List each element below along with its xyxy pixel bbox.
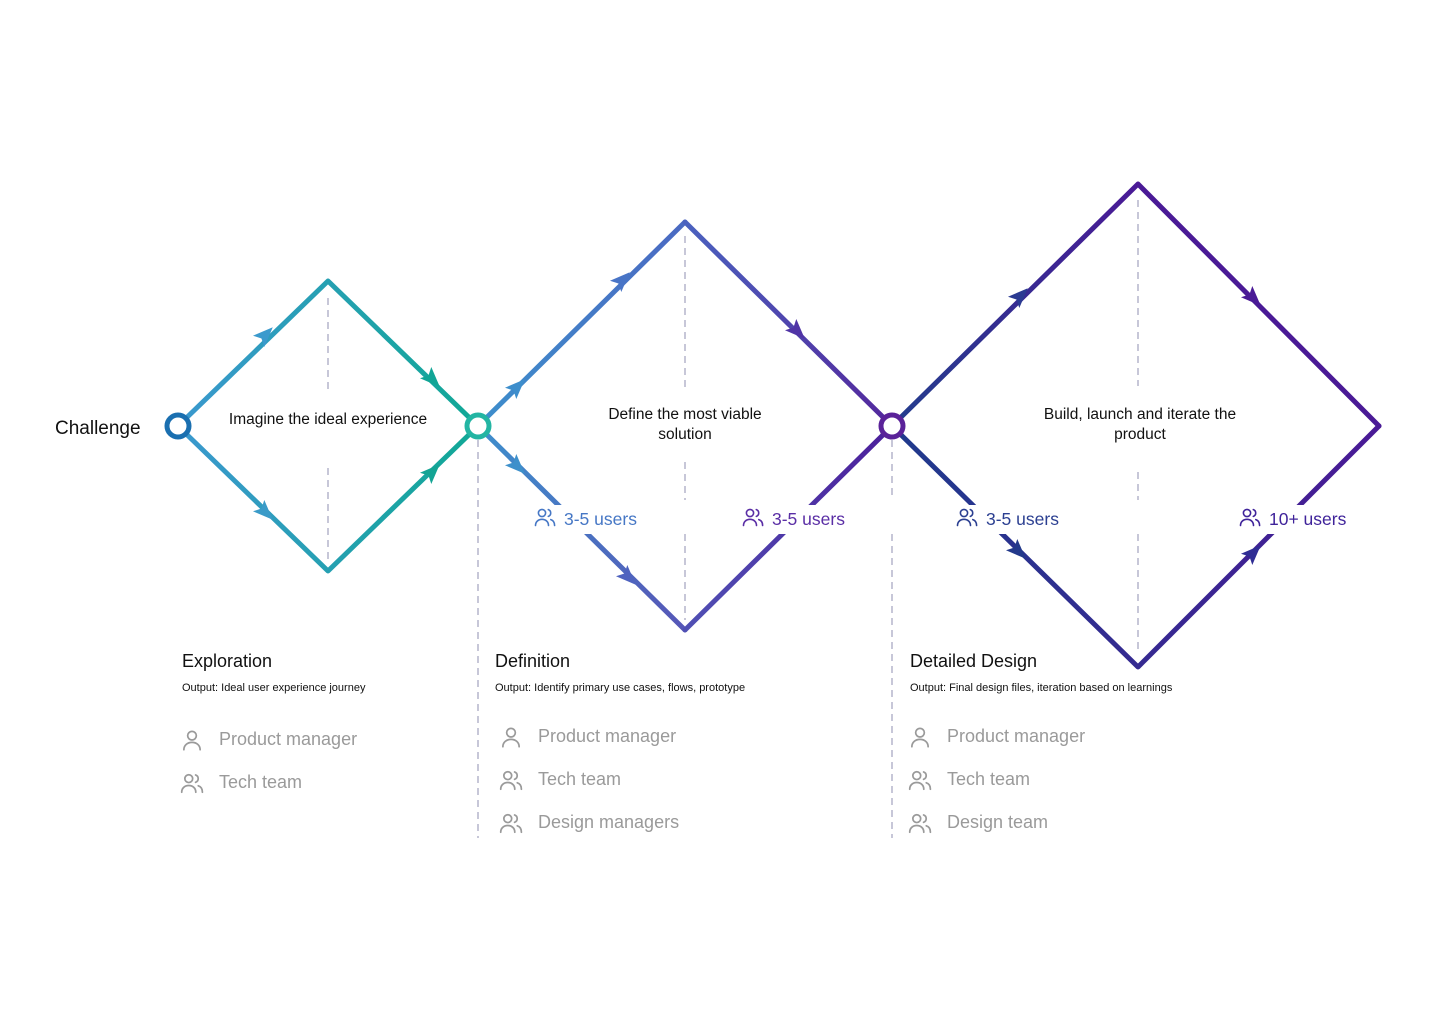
arrow-icon: [615, 564, 636, 585]
role-item: Tech team: [498, 758, 745, 801]
group-icon: [498, 767, 524, 793]
arrow-icon: [504, 453, 525, 474]
start-node: [164, 412, 192, 440]
arrow-icon: [1240, 545, 1261, 566]
phase-output: Output: Final design files, iteration ba…: [910, 682, 1173, 694]
role-item: Product manager: [907, 715, 1172, 758]
diamond-label-detailed-design: Build, launch and iterate the product: [1043, 406, 1237, 443]
role-item: Tech team: [907, 758, 1172, 801]
role-item: Tech team: [179, 761, 365, 804]
users-badge: 10+ users: [1234, 505, 1351, 534]
phase-title: Definition: [495, 651, 571, 671]
group-icon: [907, 767, 933, 793]
arrow-icon: [1007, 288, 1028, 309]
diamond-label-exploration: Imagine the ideal experience: [228, 411, 428, 428]
arrow-icon: [252, 499, 273, 520]
phase-title: Exploration: [182, 651, 273, 671]
flow-arrows: [252, 272, 1261, 585]
arrow-icon: [1240, 285, 1261, 306]
users-badge: 3-5 users: [529, 505, 641, 534]
challenge-label: Challenge: [55, 418, 141, 439]
users-badge: 3-5 users: [737, 505, 849, 534]
arrow-icon: [609, 272, 630, 293]
group-icon: [179, 770, 205, 796]
person-icon: [498, 724, 524, 750]
role-item: Design managers: [498, 801, 745, 844]
role-item: Product manager: [498, 715, 745, 758]
group-icon: [1238, 505, 1262, 534]
role-item: Design team: [907, 801, 1172, 844]
arrow-icon: [1005, 538, 1026, 559]
phase-output: Output: Ideal user experience journey: [182, 682, 366, 694]
phase-exploration: Exploration Output: Ideal user experienc…: [179, 651, 366, 804]
users-badge: 3-5 users: [951, 505, 1063, 534]
dashed-guides: [327, 200, 1139, 838]
group-icon: [498, 810, 524, 836]
arrow-icon: [419, 464, 440, 485]
group-icon: [955, 505, 979, 534]
group-icon: [533, 505, 557, 534]
person-icon: [907, 724, 933, 750]
person-icon: [179, 727, 205, 753]
arrow-icon: [504, 379, 525, 400]
arrow-icon: [784, 318, 805, 339]
group-icon: [741, 505, 765, 534]
phase-detailed-design: Detailed Design Output: Final design fil…: [907, 651, 1173, 844]
group-icon: [907, 810, 933, 836]
arrow-icon: [419, 366, 440, 387]
arrow-icon: [252, 327, 273, 348]
phase-output: Output: Identify primary use cases, flow…: [495, 682, 746, 694]
nodes: [164, 412, 906, 440]
node-definition-end: [878, 412, 906, 440]
node-exploration-end: [464, 412, 492, 440]
phase-title: Detailed Design: [910, 651, 1038, 671]
diamond-label-definition: Define the most viable solution: [608, 406, 762, 443]
role-item: Product manager: [179, 718, 365, 761]
phase-definition: Definition Output: Identify primary use …: [495, 651, 745, 844]
